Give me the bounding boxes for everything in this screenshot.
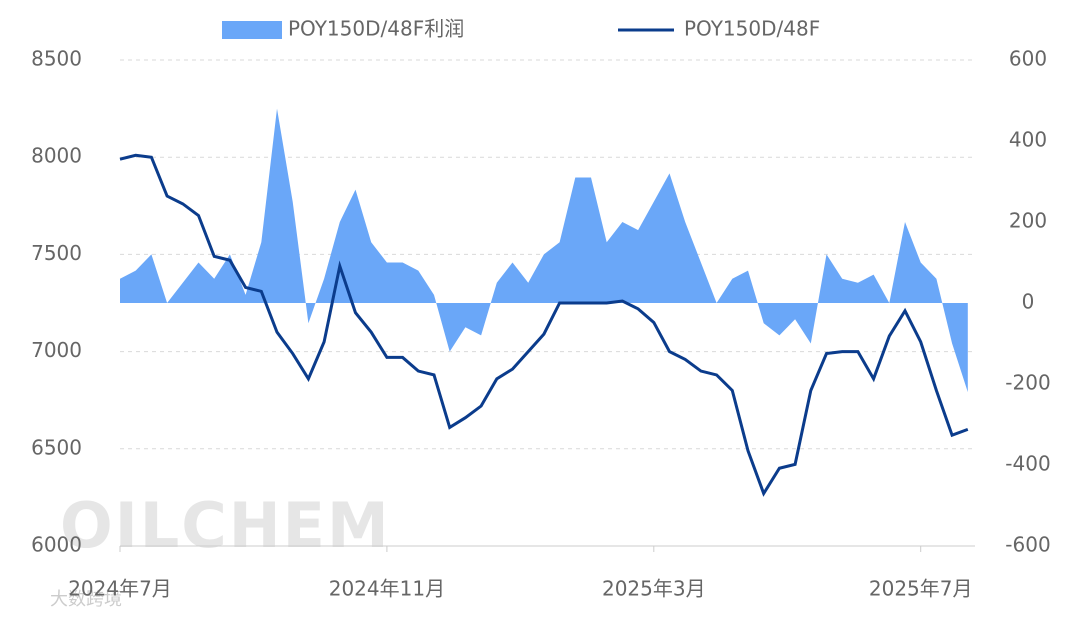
y2-tick-label: 0	[1022, 290, 1035, 314]
profit-area	[120, 108, 968, 393]
y-tick-label: 8000	[31, 144, 82, 168]
x-tick-label: 2025年7月	[869, 577, 973, 601]
watermark: OILCHEM	[60, 489, 391, 562]
y-tick-label: 6000	[31, 533, 82, 557]
y2-tick-label: 200	[1009, 209, 1047, 233]
y-tick-label: 8500	[31, 47, 82, 71]
logo: 大数跨境	[50, 589, 122, 610]
y2-tick-label: 400	[1009, 128, 1047, 152]
y2-tick-label: -600	[1005, 533, 1050, 557]
y2-tick-label: 600	[1009, 47, 1047, 71]
x-tick-label: 2025年3月	[602, 577, 706, 601]
legend-swatch	[222, 21, 282, 39]
x-tick-label: 2024年11月	[329, 577, 445, 601]
y-tick-label: 6500	[31, 435, 82, 459]
y-tick-label: 7500	[31, 241, 82, 265]
y2-tick-label: -200	[1005, 371, 1050, 395]
legend-label: POY150D/48F	[684, 17, 820, 41]
price-line	[119, 153, 969, 497]
y2-tick-label: -400	[1005, 452, 1050, 476]
y-tick-label: 7000	[31, 338, 82, 362]
legend-label: POY150D/48F利润	[288, 17, 464, 41]
x-tick-label: 2024年7月	[68, 577, 172, 601]
